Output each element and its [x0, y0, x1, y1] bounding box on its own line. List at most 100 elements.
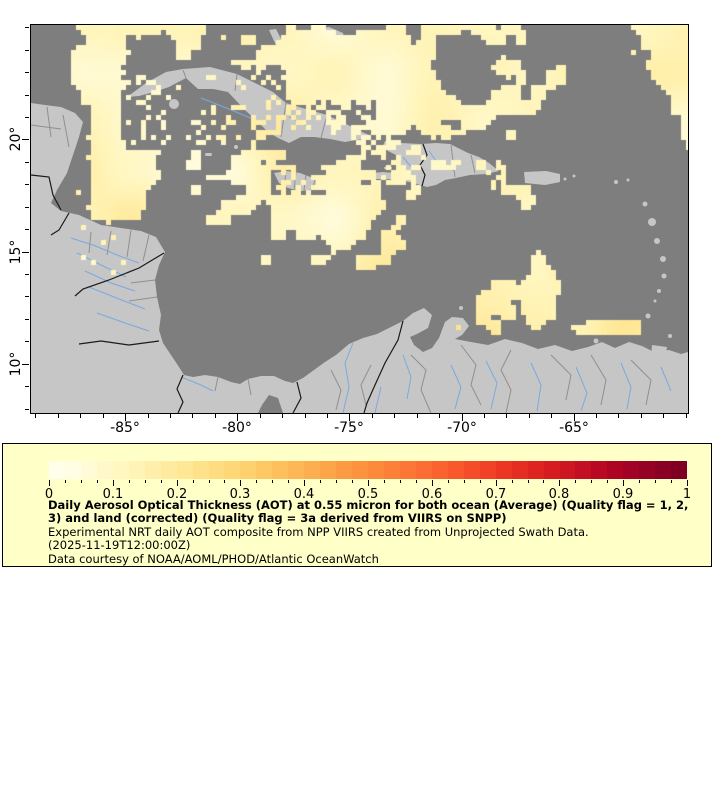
- colorbar-minor-tick: [352, 480, 353, 483]
- lon-minor-tick: [686, 414, 687, 418]
- colorbar-minor-tick: [65, 480, 66, 483]
- colorbar-minor-tick: [543, 480, 544, 483]
- colorbar-block: [607, 461, 624, 479]
- colorbar-tick-label: 0.6: [421, 487, 443, 502]
- colorbar-block: [176, 461, 193, 479]
- lon-minor-tick: [417, 414, 418, 418]
- lat-minor-tick: [25, 409, 29, 410]
- colorbar-minor-tick: [224, 480, 225, 483]
- colorbar-minor-tick: [591, 480, 592, 483]
- colorbar-block: [272, 461, 289, 479]
- colorbar-tick-label: 0.2: [166, 487, 188, 502]
- colorbar-block: [495, 461, 512, 479]
- lat-minor-tick: [25, 274, 29, 275]
- lat-minor-tick: [25, 27, 29, 28]
- colorbar-major-tick: [432, 480, 433, 486]
- colorbar-block: [160, 461, 177, 479]
- colorbar-block: [368, 461, 385, 479]
- colorbar-minor-tick: [81, 480, 82, 483]
- colorbar-block: [336, 461, 353, 479]
- lat-minor-tick: [25, 184, 29, 185]
- lon-minor-tick: [148, 414, 149, 418]
- colorbar-tick-label: 0.3: [229, 487, 251, 502]
- colorbar: [49, 461, 688, 479]
- colorbar-block: [559, 461, 576, 479]
- colorbar-major-tick: [368, 480, 369, 486]
- colorbar-minor-tick: [320, 480, 321, 483]
- colorbar-major-tick: [496, 480, 497, 486]
- colorbar-minor-tick: [464, 480, 465, 483]
- colorbar-minor-tick: [607, 480, 608, 483]
- lat-minor-tick: [25, 386, 29, 387]
- lon-tick-label: -65°: [559, 420, 589, 436]
- colorbar-block: [447, 461, 464, 479]
- aot-pixel-layer: [31, 25, 688, 413]
- lon-tick-label: -85°: [110, 420, 140, 436]
- map-plot-area: [30, 24, 689, 414]
- lat-minor-tick: [25, 117, 29, 118]
- lon-major-tick: [125, 414, 126, 421]
- colorbar-minor-tick: [655, 480, 656, 483]
- colorbar-minor-tick: [639, 480, 640, 483]
- colorbar-tick-label: 0.8: [548, 487, 570, 502]
- colorbar-block: [224, 461, 241, 479]
- lat-minor-tick: [25, 296, 29, 297]
- colorbar-major-tick: [49, 480, 50, 486]
- colorbar-minor-tick: [416, 480, 417, 483]
- colorbar-major-tick: [240, 480, 241, 486]
- colorbar-block: [49, 461, 65, 479]
- colorbar-block: [96, 461, 113, 479]
- lon-tick-label: -70°: [447, 420, 477, 436]
- colorbar-block: [240, 461, 257, 479]
- caption-timestamp: (2025-11-19T12:00:00Z): [48, 538, 191, 553]
- colorbar-minor-tick: [161, 480, 162, 483]
- colorbar-block: [463, 461, 480, 479]
- colorbar-major-tick: [177, 480, 178, 486]
- caption-subtitle: Experimental NRT daily AOT composite fro…: [48, 524, 589, 539]
- lon-minor-tick: [394, 414, 395, 418]
- colorbar-minor-tick: [145, 480, 146, 483]
- colorbar-block: [527, 461, 544, 479]
- colorbar-minor-tick: [97, 480, 98, 483]
- lat-minor-tick: [25, 95, 29, 96]
- colorbar-block: [256, 461, 273, 479]
- colorbar-tick-label: 1: [682, 487, 692, 502]
- caption-block: Daily Aerosol Optical Thickness (AOT) at…: [48, 498, 696, 566]
- legend-panel: 0 0.1 0.2 0.3 0.4 0.5 0.6 0.7 0.8 0.9 1: [2, 443, 712, 567]
- colorbar-major-tick: [687, 480, 688, 486]
- colorbar-minor-tick: [671, 480, 672, 483]
- lon-minor-tick: [282, 414, 283, 418]
- colorbar-block: [192, 461, 209, 479]
- lon-minor-tick: [170, 414, 171, 418]
- lon-major-tick: [349, 414, 350, 421]
- colorbar-block: [511, 461, 528, 479]
- colorbar-block: [144, 461, 161, 479]
- lat-minor-tick: [25, 50, 29, 51]
- colorbar-block: [639, 461, 656, 479]
- lat-tick-label: 20°: [8, 126, 24, 152]
- lat-minor-tick: [25, 319, 29, 320]
- caption-title: Daily Aerosol Optical Thickness (AOT) at…: [48, 498, 689, 526]
- lon-minor-tick: [327, 414, 328, 418]
- lon-minor-tick: [641, 414, 642, 418]
- lon-tick-label: -80°: [222, 420, 252, 436]
- colorbar-block: [399, 461, 416, 479]
- lon-minor-tick: [260, 414, 261, 418]
- colorbar-minor-tick: [336, 480, 337, 483]
- caption-credit: Data courtesy of NOAA/AOML/PHOD/Atlantic…: [48, 551, 379, 566]
- colorbar-minor-tick: [400, 480, 401, 483]
- lon-minor-tick: [551, 414, 552, 418]
- colorbar-tick-label: 0.5: [357, 487, 379, 502]
- colorbar-minor-tick: [209, 480, 210, 483]
- colorbar-minor-tick: [512, 480, 513, 483]
- lat-minor-tick: [25, 229, 29, 230]
- colorbar-block: [208, 461, 225, 479]
- colorbar-block: [671, 461, 688, 479]
- colorbar-block: [543, 461, 560, 479]
- colorbar-block: [591, 461, 608, 479]
- colorbar-tick-label: 0.7: [485, 487, 507, 502]
- lon-minor-tick: [58, 414, 59, 418]
- colorbar-block: [655, 461, 672, 479]
- lon-minor-tick: [215, 414, 216, 418]
